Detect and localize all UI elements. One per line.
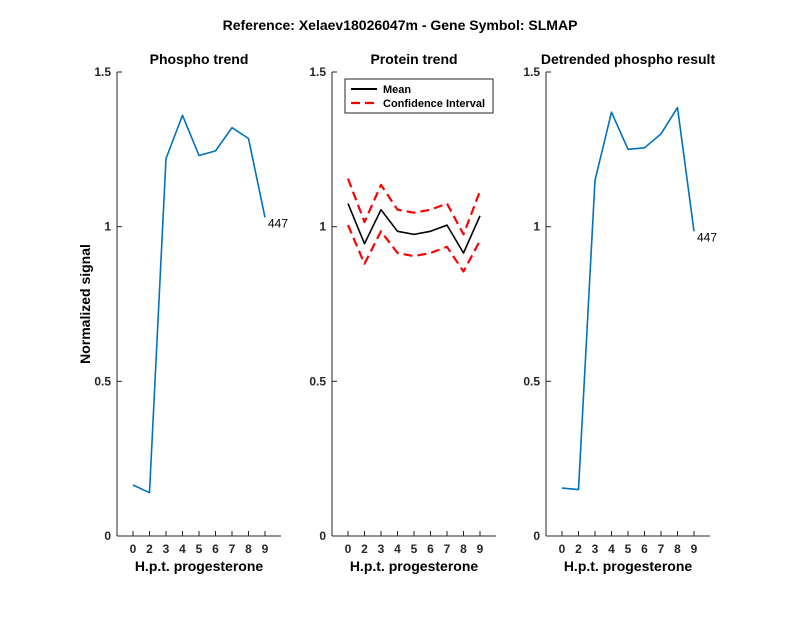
y-tick-label: 0.5: [94, 374, 111, 388]
legend-label: Confidence Interval: [383, 98, 485, 110]
panel-title: Detrended phospho result: [541, 51, 716, 67]
x-tick-label: 3: [378, 542, 385, 556]
x-tick-label: 9: [477, 542, 484, 556]
y-tick-label: 0.5: [309, 374, 326, 388]
x-tick-label: 0: [559, 542, 566, 556]
y-tick-label: 1.5: [523, 65, 540, 79]
y-tick-label: 1.5: [309, 65, 326, 79]
x-axis-label: H.p.t. progesterone: [564, 558, 693, 574]
y-tick-label: 1: [319, 220, 326, 234]
panel-title: Phospho trend: [150, 51, 249, 67]
x-tick-label: 7: [444, 542, 451, 556]
y-tick-label: 0.5: [523, 374, 540, 388]
series-line-1: [561, 106, 695, 491]
x-tick-label: 4: [394, 542, 401, 556]
y-tick-label: 0: [319, 529, 326, 543]
legend: Mean Confidence Interval: [344, 78, 494, 114]
figure-title: Reference: Xelaev18026047m - Gene Symbol…: [223, 17, 578, 33]
x-tick-label: 9: [691, 542, 698, 556]
x-tick-label: 5: [625, 542, 632, 556]
x-tick-label: 3: [163, 542, 170, 556]
point-annotation: 447: [268, 216, 288, 230]
x-tick-label: 6: [641, 542, 648, 556]
x-tick-label: 4: [179, 542, 186, 556]
y-tick-label: 0: [104, 529, 111, 543]
x-tick-label: 2: [361, 542, 368, 556]
legend-label: Mean: [383, 84, 411, 96]
y-tick-label: 0: [533, 529, 540, 543]
x-tick-label: 0: [345, 542, 352, 556]
x-tick-label: 6: [427, 542, 434, 556]
x-tick-label: 7: [658, 542, 665, 556]
legend-box: [344, 78, 494, 114]
x-tick-label: 4: [608, 542, 615, 556]
x-tick-label: 8: [674, 542, 681, 556]
x-tick-label: 5: [196, 542, 203, 556]
point-annotation: 447: [697, 230, 717, 244]
x-axis-label: H.p.t. progesterone: [350, 558, 479, 574]
series-line-1: [132, 114, 266, 494]
x-tick-label: 0: [130, 542, 137, 556]
y-tick-label: 1: [533, 220, 540, 234]
x-tick-label: 8: [245, 542, 252, 556]
x-axis-label: H.p.t. progesterone: [135, 558, 264, 574]
x-tick-label: 3: [592, 542, 599, 556]
x-tick-label: 5: [411, 542, 418, 556]
series-line-3: [346, 224, 481, 273]
series-line-1: [347, 203, 481, 254]
x-tick-label: 8: [460, 542, 467, 556]
y-tick-label: 1.5: [94, 65, 111, 79]
x-tick-label: 2: [146, 542, 153, 556]
x-tick-label: 2: [575, 542, 582, 556]
x-tick-label: 9: [262, 542, 269, 556]
panel-title: Protein trend: [370, 51, 457, 67]
y-tick-label: 1: [104, 220, 111, 234]
x-tick-label: 7: [229, 542, 236, 556]
x-tick-label: 6: [212, 542, 219, 556]
series-line-2: [346, 178, 482, 236]
y-axis-label: Normalized signal: [77, 244, 93, 364]
